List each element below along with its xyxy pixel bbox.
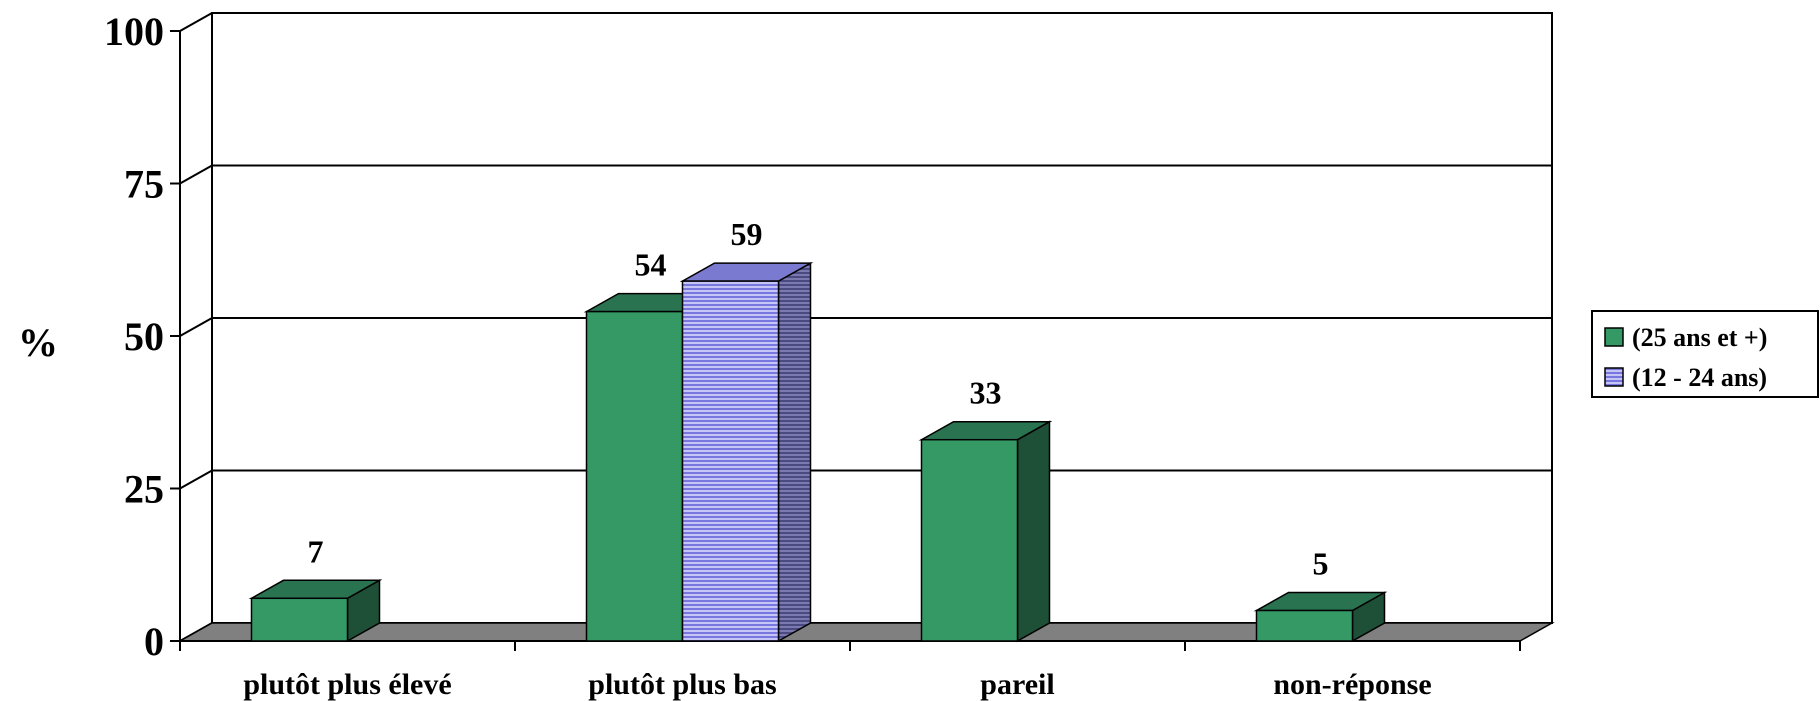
bar <box>250 597 349 642</box>
x-tick-label: non-réponse <box>1273 668 1431 701</box>
y-tick-label: 100 <box>104 9 164 54</box>
bar <box>681 280 780 642</box>
legend-label-12-24: (12 - 24 ans) <box>1632 363 1767 392</box>
plot-back <box>179 12 1553 642</box>
bar <box>1255 609 1354 642</box>
data-label: 5 <box>1313 546 1329 582</box>
bar-side <box>777 261 812 643</box>
bar-side <box>1016 420 1051 643</box>
gridline-side <box>179 317 213 337</box>
legend-label-25-plus: (25 ans et +) <box>1632 323 1767 352</box>
data-label: 7 <box>308 533 324 569</box>
gridline-side <box>179 469 213 490</box>
gridline-side <box>179 164 213 185</box>
x-tick-label: plutôt plus bas <box>588 668 776 701</box>
bars <box>248 261 1388 643</box>
gridline-side <box>179 12 213 32</box>
data-label: 33 <box>970 375 1002 411</box>
y-tick-label: 0 <box>144 619 164 664</box>
data-labels: 7 54 59 33 5 <box>308 216 1329 581</box>
y-tick-label: 75 <box>124 162 164 207</box>
data-label: 54 <box>635 247 667 283</box>
legend-swatch-12-24 <box>1604 367 1624 387</box>
data-label: 59 <box>731 216 763 252</box>
bar <box>920 438 1019 642</box>
y-axis-label: % <box>18 320 58 365</box>
x-tick-label: pareil <box>980 668 1054 701</box>
x-tick-label: plutôt plus élevé <box>243 668 451 701</box>
y-tick-label: 50 <box>124 314 164 359</box>
bar <box>585 310 684 642</box>
legend: (25 ans et +) (12 - 24 ans) <box>1591 310 1819 398</box>
legend-swatch-25-plus <box>1604 327 1624 347</box>
legend-box <box>1591 310 1819 398</box>
y-tick-label: 25 <box>124 467 164 512</box>
